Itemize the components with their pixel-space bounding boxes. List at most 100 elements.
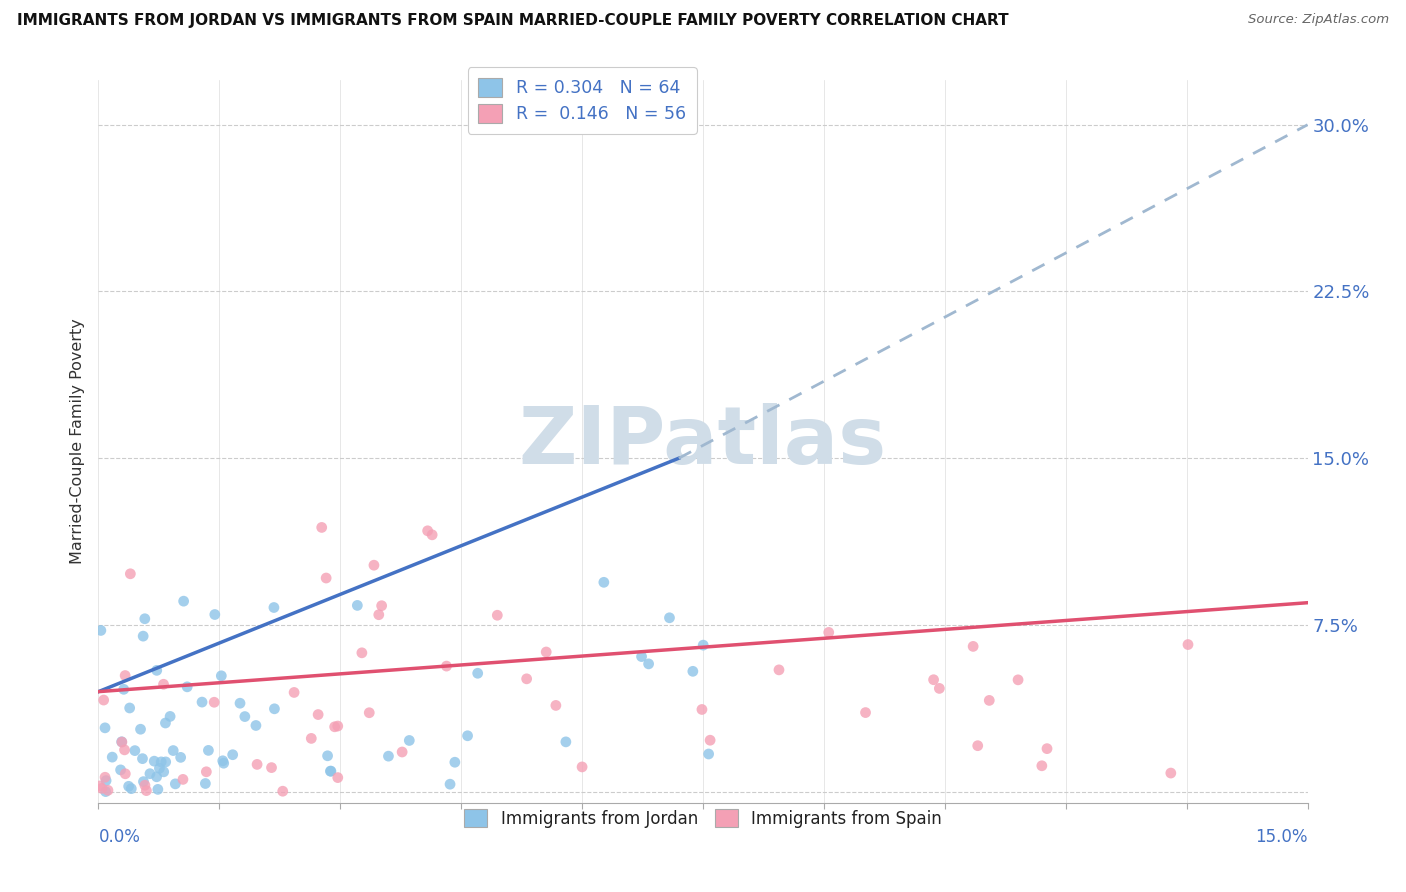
Point (245, 718, 267, 732)
Point (118, 701, 141, 715)
Text: Source: ZipAtlas.com: Source: ZipAtlas.com (1249, 13, 1389, 27)
Point (93, 693, 115, 707)
Point (486, 608, 509, 623)
Point (148, 761, 170, 775)
Point (439, 777, 461, 791)
Point (94, 773, 117, 788)
Point (246, 757, 269, 772)
Point (367, 607, 389, 622)
Point (516, 672, 538, 686)
Point (143, 754, 166, 768)
Point (197, 743, 219, 757)
Point (768, 663, 790, 677)
Point (534, 645, 557, 659)
Point (135, 783, 157, 797)
Point (554, 735, 576, 749)
Point (145, 770, 167, 784)
Point (436, 659, 458, 673)
Point (124, 743, 146, 757)
Point (132, 774, 155, 789)
Point (162, 743, 184, 757)
Point (1031, 758, 1053, 772)
Point (111, 735, 134, 749)
Point (966, 739, 988, 753)
Point (544, 698, 567, 713)
Point (467, 666, 489, 681)
Point (110, 763, 132, 777)
Point (90, 781, 112, 796)
Point (457, 729, 479, 743)
Point (209, 669, 232, 683)
Point (194, 776, 217, 790)
Point (315, 571, 337, 585)
Point (172, 772, 194, 787)
Point (962, 640, 984, 654)
Point (159, 709, 181, 723)
Point (928, 681, 950, 696)
Point (350, 646, 373, 660)
Point (319, 764, 342, 779)
Point (1177, 638, 1199, 652)
Point (699, 733, 721, 747)
Point (637, 657, 659, 671)
Point (391, 745, 413, 759)
Point (323, 720, 346, 734)
Legend: Immigrants from Jordan, Immigrants from Spain: Immigrants from Jordan, Immigrants from … (457, 802, 949, 834)
Point (690, 702, 713, 716)
Point (311, 520, 333, 534)
Point (855, 706, 877, 720)
Point (152, 764, 174, 779)
Point (132, 629, 155, 643)
Text: ZIPatlas: ZIPatlas (519, 402, 887, 481)
Point (165, 777, 187, 791)
Point (94, 721, 117, 735)
Point (90, 624, 112, 638)
Point (155, 755, 177, 769)
Point (120, 781, 142, 796)
Point (114, 668, 136, 682)
Point (134, 612, 156, 626)
Text: 0.0%: 0.0% (98, 828, 141, 847)
Point (444, 756, 467, 770)
Point (97, 783, 120, 797)
Point (263, 702, 285, 716)
Point (173, 594, 195, 608)
Point (176, 680, 198, 694)
Point (146, 782, 169, 797)
Point (817, 625, 839, 640)
Point (89, 779, 111, 793)
Point (260, 761, 283, 775)
Point (131, 752, 153, 766)
Point (112, 682, 135, 697)
Point (658, 611, 681, 625)
Point (155, 716, 177, 731)
Point (202, 695, 225, 709)
Point (592, 575, 614, 590)
Point (114, 766, 136, 780)
Point (922, 673, 945, 687)
Point (114, 743, 136, 757)
Point (326, 771, 349, 785)
Point (979, 693, 1001, 707)
Point (212, 756, 235, 771)
Point (416, 524, 439, 538)
Point (316, 748, 339, 763)
Point (1036, 741, 1059, 756)
Point (195, 764, 218, 779)
Point (370, 599, 392, 613)
Point (1007, 673, 1029, 687)
Point (118, 780, 141, 794)
Point (145, 664, 167, 678)
Point (299, 731, 322, 746)
Point (571, 760, 593, 774)
Point (682, 665, 704, 679)
Point (120, 566, 142, 581)
Point (169, 750, 191, 764)
Point (271, 784, 294, 798)
Point (377, 749, 399, 764)
Point (319, 764, 342, 779)
Point (697, 747, 720, 761)
Text: 15.0%: 15.0% (1256, 828, 1308, 847)
Point (359, 706, 381, 720)
Point (94, 784, 117, 798)
